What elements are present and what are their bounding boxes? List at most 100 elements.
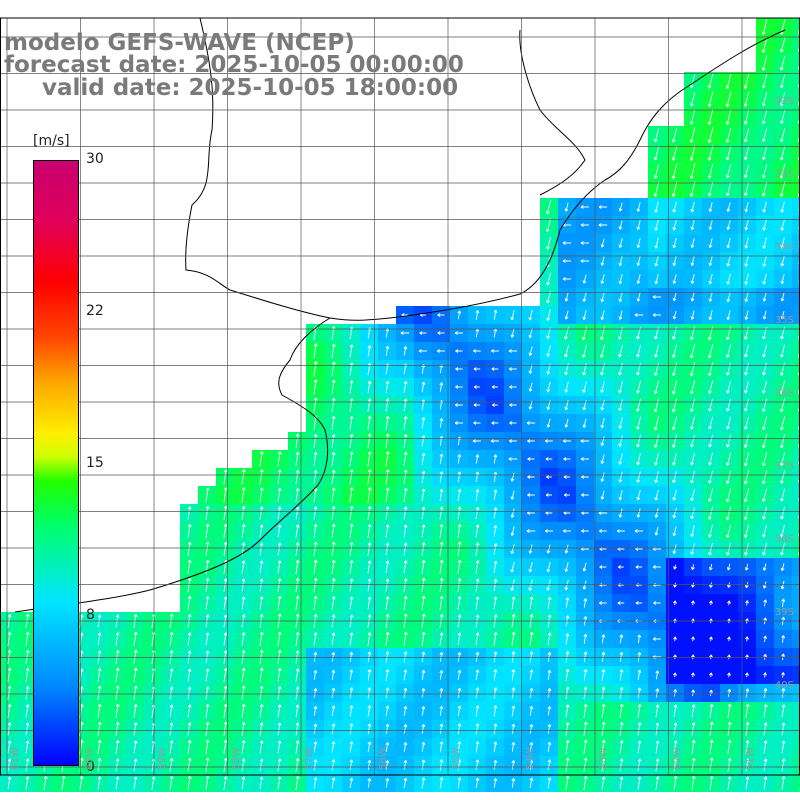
- wind-arrow: [673, 722, 678, 736]
- wind-arrow: [439, 595, 444, 610]
- wind-arrow: [546, 561, 551, 573]
- wind-arrow: [691, 689, 696, 697]
- wind-arrow: [510, 526, 515, 536]
- wind-arrow: [385, 705, 390, 717]
- wind-arrow: [367, 415, 372, 431]
- colorbar: [33, 160, 79, 766]
- wind-arrow: [619, 686, 624, 699]
- wind-arrow: [385, 524, 390, 538]
- wind-arrow: [547, 759, 552, 771]
- wind-arrow: [690, 220, 695, 231]
- wind-arrow: [510, 490, 515, 500]
- wind-arrow: [618, 256, 623, 267]
- wind-arrow: [708, 398, 714, 412]
- wind-arrow: [672, 256, 677, 267]
- wind-cell: [792, 774, 800, 792]
- wind-arrow: [367, 741, 372, 753]
- wind-arrow: [725, 505, 732, 521]
- wind-arrow: [331, 487, 336, 503]
- wind-arrow: [708, 416, 714, 430]
- wind-arrow: [743, 164, 750, 179]
- wind-arrow: [653, 380, 660, 395]
- wind-arrow: [367, 578, 372, 592]
- wind-arrow: [385, 469, 390, 485]
- wind-arrow: [654, 201, 659, 213]
- wind-arrow: [241, 776, 246, 790]
- wind-arrow: [743, 469, 750, 485]
- wind-arrow: [508, 457, 518, 461]
- wind-arrow: [385, 778, 390, 788]
- wind-arrow: [331, 705, 336, 717]
- wind-arrow: [385, 345, 390, 356]
- wind-arrow: [223, 523, 228, 539]
- wind-arrow: [673, 704, 678, 718]
- wind-arrow: [259, 758, 264, 772]
- wind-arrow: [689, 343, 696, 359]
- wind-arrow: [564, 381, 569, 393]
- wind-arrow: [780, 344, 786, 358]
- wind-arrow: [654, 452, 660, 466]
- longitude-label: 54W: [524, 747, 536, 770]
- wind-arrow: [7, 704, 12, 718]
- wind-arrow: [455, 367, 463, 371]
- wind-arrow: [43, 775, 48, 790]
- wind-arrow: [726, 380, 732, 394]
- longitude-label: 61W: [10, 747, 21, 770]
- wind-arrow: [619, 740, 624, 754]
- wind-arrow: [421, 724, 426, 734]
- wind-arrow: [475, 471, 480, 483]
- wind-arrow: [618, 380, 623, 394]
- wind-arrow: [97, 757, 102, 772]
- wind-arrow: [187, 595, 192, 610]
- wind-arrow: [744, 202, 749, 213]
- wind-arrow: [259, 722, 264, 736]
- wind-arrow: [259, 776, 264, 790]
- wind-cell: [792, 306, 800, 324]
- wind-arrow: [205, 541, 210, 557]
- wind-arrow: [511, 687, 516, 699]
- wind-arrow: [349, 433, 354, 448]
- wind-arrow: [727, 776, 732, 790]
- wind-arrow: [133, 631, 138, 647]
- wind-arrow: [691, 757, 696, 773]
- wind-arrow: [349, 560, 354, 574]
- wind-arrow: [151, 776, 156, 790]
- wind-arrow: [636, 362, 642, 376]
- wind-arrow: [169, 722, 174, 736]
- wind-arrow: [529, 596, 534, 610]
- wind-arrow: [187, 650, 192, 664]
- wind-arrow: [781, 672, 785, 678]
- wind-arrow: [97, 721, 102, 737]
- wind-arrow: [493, 507, 498, 519]
- wind-arrow: [277, 740, 282, 754]
- wind-arrow: [493, 525, 498, 537]
- wind-arrow: [349, 723, 354, 735]
- wind-arrow: [582, 310, 587, 321]
- longitude-label: 58W: [230, 747, 242, 770]
- wind-arrow: [761, 451, 768, 467]
- wind-arrow: [367, 651, 372, 663]
- wind-arrow: [671, 416, 678, 431]
- wind-arrow: [493, 309, 498, 320]
- wind-arrow: [780, 488, 786, 502]
- wind-arrow: [385, 760, 390, 770]
- wind-arrow: [725, 470, 732, 485]
- wind-arrow: [636, 344, 642, 358]
- wind-arrow: [421, 706, 426, 716]
- wind-arrow: [655, 776, 660, 790]
- wind-arrow: [744, 362, 750, 376]
- wind-arrow: [761, 488, 768, 502]
- wind-arrow: [652, 313, 661, 317]
- wind-arrow: [439, 559, 444, 575]
- wind-arrow: [223, 487, 228, 503]
- wind-arrow: [601, 651, 606, 662]
- wind-arrow: [565, 704, 570, 718]
- wind-arrow: [295, 740, 300, 754]
- wind-arrow: [780, 563, 785, 572]
- wind-arrow: [403, 416, 408, 430]
- wind-arrow: [653, 163, 660, 179]
- wind-cell: [792, 666, 800, 684]
- wind-arrow: [115, 758, 120, 772]
- wind-arrow: [709, 582, 713, 588]
- wind-arrow: [97, 776, 102, 790]
